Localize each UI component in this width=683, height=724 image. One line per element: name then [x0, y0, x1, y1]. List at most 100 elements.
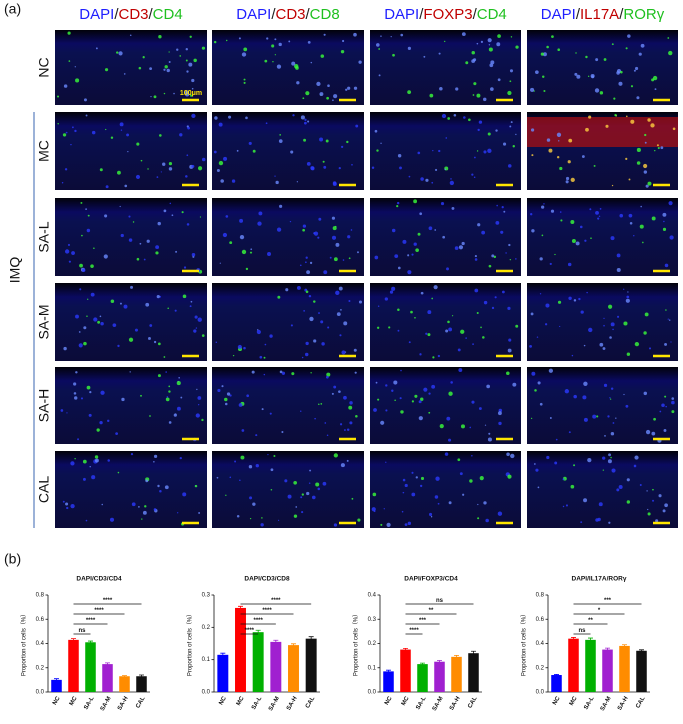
cell-dot [575, 241, 580, 246]
cell-dot [564, 389, 570, 394]
cell-dot [145, 302, 150, 307]
cell-dot [537, 381, 541, 385]
cell-dot [468, 118, 471, 122]
cell-dot [665, 309, 667, 311]
cell-dot [509, 125, 512, 128]
cell-dot [279, 134, 282, 136]
significance-label: **** [103, 598, 113, 604]
header-part: / [306, 6, 311, 23]
cell-dot [64, 249, 70, 254]
cell-dot [176, 406, 181, 411]
cell-dot [313, 300, 316, 303]
row-label: CAL [36, 476, 52, 503]
cell-dot [611, 468, 616, 473]
cell-dot [277, 519, 280, 521]
cell-dot [215, 341, 218, 344]
cell-dot [373, 408, 377, 412]
cell-dot [483, 501, 487, 505]
micrograph [55, 283, 207, 361]
significance-label: **** [253, 618, 263, 624]
cell-dot [498, 421, 502, 426]
cell-dot [269, 334, 273, 338]
cell-dot [546, 45, 549, 49]
cell-dot [85, 114, 88, 117]
cell-dot [557, 300, 562, 304]
x-tick-label: SA-L [415, 696, 427, 711]
cell-dot [507, 348, 512, 353]
cell-dot [179, 133, 183, 137]
error-bar [403, 647, 408, 651]
header-part: FOXP3 [423, 6, 472, 23]
cell-dot [662, 212, 667, 217]
cell-dot [374, 129, 378, 133]
cell-dot [163, 209, 167, 213]
cell-dot [457, 348, 461, 352]
cell-dot [583, 417, 588, 422]
cell-dot [590, 73, 595, 79]
cell-dot [300, 115, 305, 120]
cell-dot [571, 239, 576, 243]
cell-dot [134, 328, 138, 332]
cell-dot [349, 421, 353, 425]
cell-dot [509, 69, 514, 73]
cell-dot [537, 486, 540, 489]
cell-dot [240, 455, 245, 460]
cell-dot [431, 384, 436, 389]
cell-dot [648, 347, 652, 350]
cell-dot [107, 459, 110, 462]
cell-dot [318, 312, 320, 315]
cell-dot [216, 476, 219, 479]
cell-dot [534, 463, 536, 465]
cell-dot [581, 155, 585, 158]
cell-dot [434, 495, 439, 499]
cell-dot [598, 502, 603, 507]
cell-dot [616, 253, 621, 258]
cell-dot [548, 368, 553, 373]
cell-dot [276, 64, 282, 69]
cell-dot [646, 490, 648, 492]
cell-dot [168, 421, 172, 424]
cell-dot [407, 270, 412, 275]
cell-dot [195, 327, 198, 329]
cell-dot [438, 149, 441, 153]
cell-dot [229, 476, 232, 479]
x-tick-label: SA-H [449, 696, 462, 712]
cell-dot [251, 370, 255, 374]
cell-dot [165, 371, 168, 373]
cell-dot [420, 177, 424, 181]
bar [235, 607, 246, 692]
x-tick-label: SA-H [617, 696, 630, 712]
micrograph [212, 367, 364, 444]
bar [136, 676, 147, 692]
cell-dot [252, 149, 256, 153]
cell-dot [445, 137, 448, 139]
cell-dot [477, 503, 479, 506]
cell-dot [474, 288, 479, 293]
cell-dot [535, 468, 539, 472]
cell-dot [612, 422, 615, 424]
cell-dot [218, 160, 224, 166]
cell-dot [191, 78, 195, 83]
cell-dot [582, 395, 587, 400]
x-tick-label: SA-M [600, 696, 613, 712]
cell-dot [633, 69, 636, 72]
chart-title: DAPI/CD3/CD8 [244, 576, 290, 583]
significance-label: *** [419, 618, 427, 624]
cell-dot [623, 288, 625, 290]
cell-dot [99, 420, 103, 425]
cell-dot [343, 395, 347, 400]
cell-dot [62, 500, 65, 503]
cell-dot [670, 341, 672, 343]
cell-dot [83, 98, 87, 102]
cell-dot [647, 508, 649, 511]
cell-dot [458, 368, 463, 372]
cell-dot [481, 230, 486, 235]
y-tick-label: 0.8 [536, 593, 545, 599]
cell-dot [70, 461, 75, 466]
cell-dot [512, 382, 517, 387]
cell-dot [496, 204, 498, 207]
error-bar [386, 669, 391, 673]
cell-dot [478, 120, 483, 124]
y-axis-label: Proportion of cells（%） [187, 611, 194, 676]
cell-dot [326, 96, 329, 100]
